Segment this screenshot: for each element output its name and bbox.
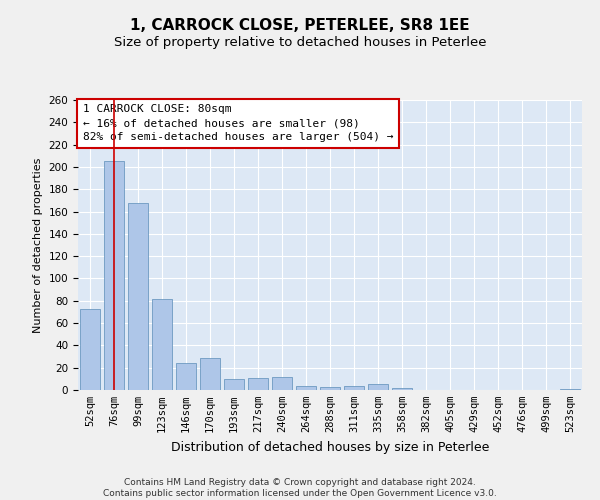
Text: 1 CARROCK CLOSE: 80sqm
← 16% of detached houses are smaller (98)
82% of semi-det: 1 CARROCK CLOSE: 80sqm ← 16% of detached…: [83, 104, 394, 142]
X-axis label: Distribution of detached houses by size in Peterlee: Distribution of detached houses by size …: [171, 440, 489, 454]
Bar: [296, 386, 316, 390]
Bar: [176, 363, 196, 390]
Bar: [80, 308, 100, 390]
Y-axis label: Number of detached properties: Number of detached properties: [33, 158, 43, 332]
Bar: [224, 379, 244, 390]
Bar: [392, 388, 412, 390]
Bar: [560, 389, 580, 390]
Text: 1, CARROCK CLOSE, PETERLEE, SR8 1EE: 1, CARROCK CLOSE, PETERLEE, SR8 1EE: [130, 18, 470, 32]
Bar: [368, 384, 388, 390]
Bar: [272, 376, 292, 390]
Bar: [200, 358, 220, 390]
Bar: [128, 202, 148, 390]
Bar: [248, 378, 268, 390]
Bar: [344, 386, 364, 390]
Text: Size of property relative to detached houses in Peterlee: Size of property relative to detached ho…: [114, 36, 486, 49]
Bar: [104, 162, 124, 390]
Text: Contains HM Land Registry data © Crown copyright and database right 2024.
Contai: Contains HM Land Registry data © Crown c…: [103, 478, 497, 498]
Bar: [152, 298, 172, 390]
Bar: [320, 386, 340, 390]
